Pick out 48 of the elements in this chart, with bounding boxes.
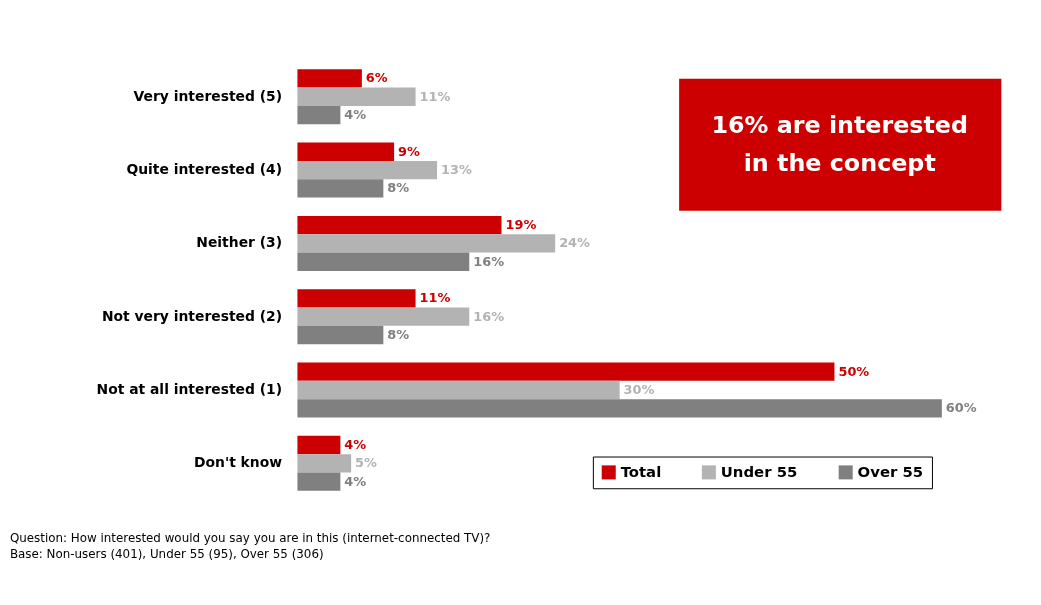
- bar: [297, 472, 341, 491]
- legend-label: Total: [620, 463, 662, 482]
- bar: [297, 307, 470, 326]
- y-tick-label: Quite interested (4): [126, 161, 283, 178]
- data-label: 11%: [419, 290, 451, 306]
- bar: [297, 87, 416, 106]
- data-label: 9%: [398, 143, 421, 159]
- legend-label: Over 55: [857, 463, 924, 482]
- bar: [297, 69, 362, 88]
- y-tick-label: Don't know: [193, 454, 283, 471]
- bar: [297, 380, 620, 400]
- data-label: 19%: [505, 217, 537, 233]
- data-label: 16%: [473, 253, 505, 269]
- data-label: 4%: [344, 107, 367, 123]
- data-label: 6%: [365, 70, 388, 86]
- bar: [297, 142, 395, 161]
- bar: [297, 454, 352, 473]
- bar: [297, 252, 470, 271]
- y-tick-label: Not very interested (2): [101, 307, 283, 324]
- data-label: 24%: [559, 235, 591, 251]
- bar: [297, 289, 416, 308]
- data-label: 8%: [387, 180, 410, 196]
- data-label: 5%: [355, 455, 378, 471]
- data-label: 60%: [945, 400, 977, 416]
- legend-label: Under 55: [720, 463, 798, 482]
- data-label: 50%: [838, 363, 870, 379]
- y-tick-label: Neither (3): [196, 234, 283, 251]
- data-label: 4%: [344, 436, 367, 452]
- data-label: 11%: [419, 88, 451, 104]
- bar: [297, 215, 502, 235]
- annotation: 16% are interested in the concept: [711, 111, 968, 177]
- bar: [297, 160, 438, 180]
- data-label: 16%: [473, 308, 505, 324]
- data-label: 30%: [623, 381, 655, 397]
- y-tick-label: Not at all interested (1): [96, 380, 283, 397]
- bar: [297, 325, 384, 345]
- bar: [297, 362, 835, 381]
- bar: [297, 234, 556, 253]
- text: Question: How interested would you say you are in this (internet-connected TV)?: [9, 530, 491, 545]
- bar: [297, 105, 341, 125]
- y-tick-label: Very interested (5): [133, 87, 283, 104]
- data-label: 8%: [387, 327, 410, 342]
- bar: [297, 435, 341, 455]
- bar: [297, 179, 384, 198]
- data-label: 13%: [441, 162, 472, 178]
- data-label: 4%: [344, 473, 367, 489]
- bar: [297, 399, 942, 418]
- text: Base: Non-users (401), Under 55 (95), Over 55 (306): [9, 546, 324, 561]
